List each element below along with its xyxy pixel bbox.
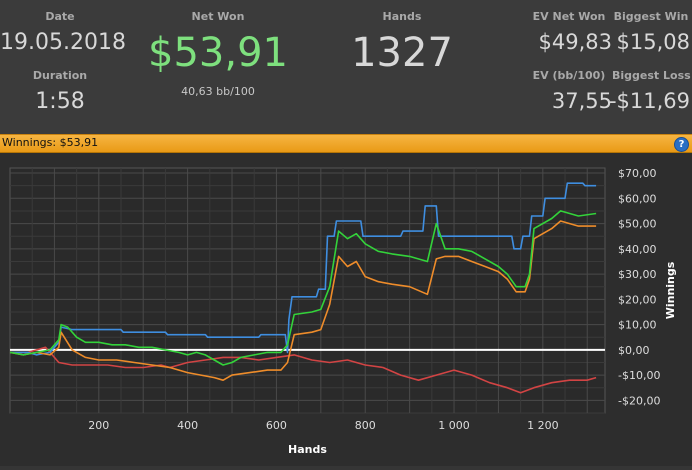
- winnings-chart: $70,00 $60,00 $50,00 $40,00 $30,00 $20,00 $10,…: [0, 153, 692, 466]
- biggest-win-label: Biggest Win: [613, 10, 689, 23]
- x-tick-label: 800: [355, 419, 376, 432]
- series-line-green: [9, 210, 597, 366]
- ev-net-won-label: EV Net Won: [532, 10, 606, 23]
- y-tick-label: $20,00: [618, 293, 657, 306]
- series-line-red: [10, 346, 597, 394]
- y-tick-label: -$10,00: [618, 369, 660, 382]
- winnings-bar-text: Winnings: $53,91: [2, 136, 99, 149]
- help-icon[interactable]: ?: [674, 137, 689, 152]
- biggest-loss-value: -$11,69: [608, 89, 690, 113]
- y-tick-label: $50,00: [618, 218, 657, 231]
- series-line-orange: [9, 220, 597, 381]
- chart-svg: $70,00 $60,00 $50,00 $40,00 $30,00 $20,00 $10,…: [9, 167, 677, 456]
- ev-net-won-value: $49,83: [538, 30, 612, 54]
- y-tick-label: $30,00: [618, 268, 657, 281]
- stats-panel: Date 19.05.2018 Duration 1:58 Net Won $5…: [0, 0, 692, 134]
- y-tick-label: $10,00: [618, 319, 657, 332]
- date-value: 19.05.2018: [0, 30, 126, 55]
- biggest-loss-label: Biggest Loss: [612, 69, 691, 82]
- net-won-value: $53,91: [148, 30, 288, 76]
- y-axis-title: Winnings: [664, 261, 677, 319]
- x-tick-label: 1 200: [527, 419, 559, 432]
- plot-area: [9, 167, 606, 414]
- date-label: Date: [45, 10, 75, 23]
- y-tick-label: $70,00: [618, 167, 657, 180]
- series-line-blue: [10, 182, 597, 356]
- hands-value: 1327: [351, 30, 453, 76]
- x-tick-label: 400: [177, 419, 198, 432]
- y-tick-label: $40,00: [618, 243, 657, 256]
- x-tick-label: 600: [266, 419, 287, 432]
- duration-label: Duration: [32, 69, 88, 82]
- net-won-label: Net Won: [191, 10, 245, 23]
- y-tick-label: -$20,00: [618, 394, 660, 407]
- y-tick-label: $60,00: [618, 192, 657, 205]
- ev-bb-value: 37,55: [551, 89, 612, 113]
- ev-bb-label: EV (bb/100): [532, 69, 606, 82]
- x-tick-label: 200: [88, 419, 109, 432]
- x-axis-title: Hands: [288, 443, 327, 456]
- x-tick-label: 1 000: [438, 419, 470, 432]
- biggest-win-value: $15,08: [616, 30, 690, 54]
- hands-label: Hands: [382, 10, 422, 23]
- y-tick-label: $0,00: [618, 344, 650, 357]
- duration-value: 1:58: [35, 89, 85, 114]
- winnings-bar: Winnings: $53,91 ?: [0, 134, 692, 153]
- net-won-bb: 40,63 bb/100: [181, 85, 255, 98]
